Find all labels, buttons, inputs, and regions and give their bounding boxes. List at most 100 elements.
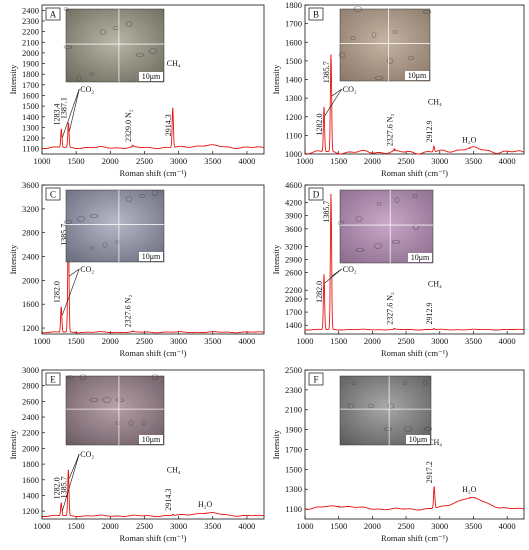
inclusion <box>374 76 384 80</box>
y-tick-label: 2400 <box>22 412 39 422</box>
x-tick-label: 4000 <box>238 336 255 346</box>
peak-label: 1283.4 <box>52 104 61 126</box>
plot-frame <box>41 184 265 335</box>
y-tick-label: 1900 <box>285 425 302 435</box>
y-tick-label: 1600 <box>285 37 302 47</box>
y-tick-label: 1200 <box>285 112 302 122</box>
inclusion <box>355 248 365 252</box>
y-tick-label: 1400 <box>22 112 39 122</box>
spectrum-line <box>42 108 264 150</box>
plot-frame <box>41 369 265 520</box>
x-tick-label: 3500 <box>465 521 482 531</box>
inclusion <box>76 216 86 222</box>
peak-label: 1282.0 <box>52 477 61 499</box>
inset-micrograph: 10μm <box>338 6 432 82</box>
x-tick-label: 2500 <box>398 521 415 531</box>
inclusion <box>125 196 133 202</box>
peak-point <box>67 469 69 471</box>
inclusion <box>63 45 73 49</box>
co2-pointer <box>69 268 80 277</box>
x-tick-label: 2000 <box>102 336 119 346</box>
peak-point <box>393 149 396 151</box>
peak-label: 2914.3 <box>164 489 173 511</box>
inclusion <box>412 194 418 198</box>
peak-point <box>433 486 435 488</box>
peak-point <box>433 145 435 148</box>
co2-pointer <box>331 88 342 97</box>
species-label-ch4: CH₄ <box>428 280 442 289</box>
panel-letter-box <box>308 7 324 21</box>
inclusion <box>99 29 107 35</box>
co2-pointer <box>69 453 80 479</box>
inclusion <box>353 6 363 12</box>
x-tick-label: 2500 <box>136 156 153 166</box>
co2-pointer <box>61 453 80 512</box>
x-tick-label: 3500 <box>204 521 221 531</box>
peak-label: 2912.9 <box>425 121 434 143</box>
inclusion <box>102 242 108 248</box>
panel-letter: A <box>50 10 57 20</box>
inclusion <box>376 202 382 206</box>
inclusion <box>367 404 375 408</box>
y-tick-label: 1600 <box>22 90 39 100</box>
x-tick-label: 4000 <box>499 336 516 346</box>
peak-point <box>330 194 332 196</box>
y-tick-label: 2600 <box>285 268 302 278</box>
y-tick-label: 2200 <box>22 27 39 37</box>
inclusion <box>151 190 159 196</box>
peak-label: 2327.6 N₂ <box>124 295 133 328</box>
scale-bar-box <box>405 71 429 80</box>
peak-point <box>469 147 471 150</box>
peak-label: 2327.6 N₂ <box>385 292 394 325</box>
panel-letter: B <box>313 10 319 20</box>
peak-point <box>132 145 134 147</box>
x-tick-label: 2500 <box>398 156 415 166</box>
x-tick-label: 4000 <box>238 521 255 531</box>
peak-label: 1282.0 <box>52 281 61 303</box>
inset-image <box>65 8 165 83</box>
x-tick-label: 1000 <box>34 336 51 346</box>
y-tick-label: 1800 <box>22 459 39 469</box>
species-label-ch4: CH₄ <box>167 59 181 68</box>
inclusion <box>407 56 415 60</box>
x-axis-label: Roman shift (cm⁻¹) <box>381 348 448 358</box>
y-tick-label: 1800 <box>22 69 39 79</box>
y-axis-label: Intensity <box>8 429 18 459</box>
inset-image <box>339 189 434 264</box>
species-label-co2: CO₂ <box>343 85 357 94</box>
x-tick-label: 1500 <box>68 156 85 166</box>
y-tick-label: 1600 <box>22 299 39 309</box>
peak-point <box>330 54 332 56</box>
panel-F: 1100 1300 1500 1700 1900 2100 2300 2500 1000 1500… <box>271 365 525 543</box>
panel-letter-box <box>308 372 324 386</box>
co2-pointer <box>69 88 80 132</box>
x-axis-label: Roman shift (cm⁻¹) <box>381 168 448 178</box>
panel-letter-box <box>45 187 61 201</box>
inclusion <box>138 194 146 198</box>
peak-point <box>338 505 340 507</box>
inclusion <box>128 420 134 426</box>
x-tick-label: 2000 <box>364 521 381 531</box>
y-tick-label: 2200 <box>22 428 39 438</box>
x-tick-label: 3500 <box>204 156 221 166</box>
scale-bar-box <box>406 435 430 444</box>
x-axis-label: Roman shift (cm⁻¹) <box>120 533 187 543</box>
x-tick-label: 2500 <box>136 521 153 531</box>
species-label-h2o: H₂O <box>462 135 477 144</box>
scale-bar-box <box>139 72 163 81</box>
panel-letter-box <box>308 187 324 201</box>
y-tick-label: 4600 <box>285 180 302 190</box>
spectrum-line <box>305 194 524 331</box>
y-tick-label: 2200 <box>285 285 302 295</box>
panel-D: 1400170020002200260029003200360039004200… <box>271 180 525 358</box>
peak-point <box>60 306 62 308</box>
species-label-co2: CO₂ <box>80 265 94 274</box>
inclusion <box>383 427 393 431</box>
x-tick-label: 3000 <box>431 336 448 346</box>
x-tick-label: 1000 <box>297 336 314 346</box>
panel-E: 1200 1400 1600 1800 2000 2200 2400 2600 2800 3000… <box>8 365 265 543</box>
x-tick-label: 3000 <box>431 521 448 531</box>
co2-pointer <box>331 268 342 277</box>
panel-A: 1100120013001400150016001700180019002000… <box>8 4 265 178</box>
